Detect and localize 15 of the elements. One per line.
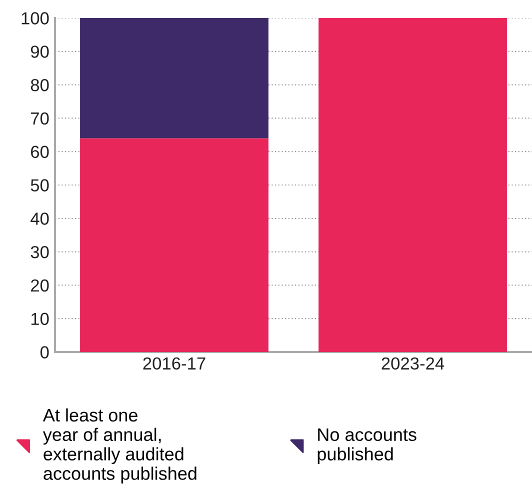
y-tick-label: 90 [30,46,49,58]
legend-label: At least one year of annual, externally audited accounts published [42,408,196,484]
y-tick-label: 30 [30,246,49,258]
y-tick-label: 60 [31,146,49,158]
x-tick-label: 2023-24 [382,357,444,370]
y-tick-label: 80 [30,78,49,92]
y-tick-label: 40 [30,212,49,225]
y-tick-label: 70 [31,112,49,125]
y-tick-label: 20 [31,279,49,292]
y-tick-label: 50 [30,179,49,192]
legend-label: No accounts published [318,428,416,464]
y-tick-label: 100 [22,12,49,24]
y-tick-label: 10 [31,312,49,326]
y-tick-label: 0 [40,346,49,358]
x-tick-label: 2016-17 [143,357,206,370]
